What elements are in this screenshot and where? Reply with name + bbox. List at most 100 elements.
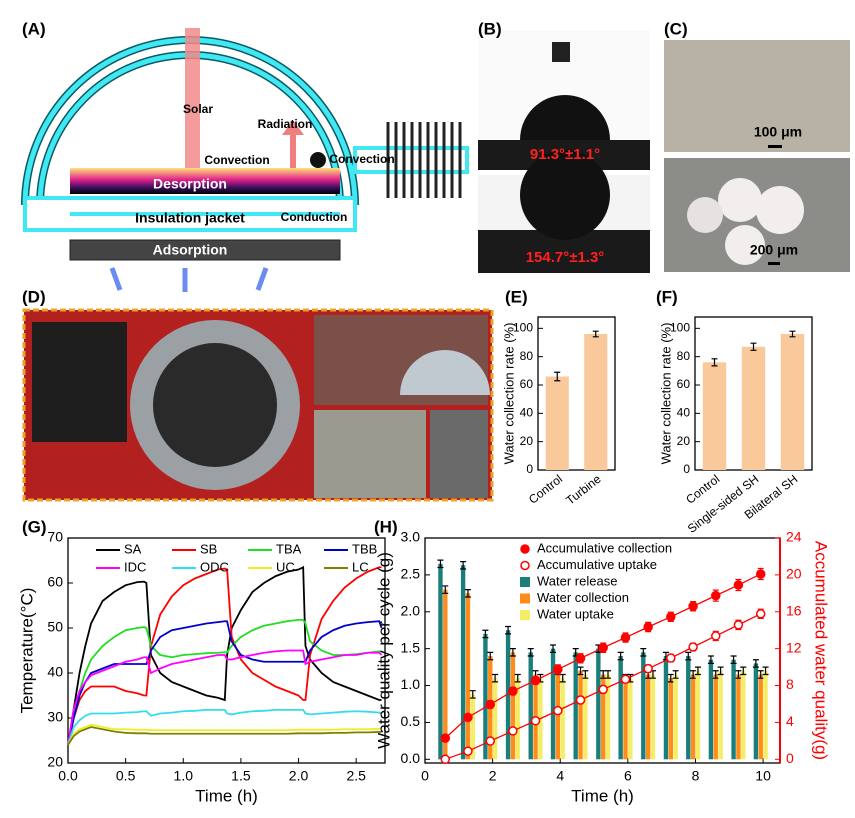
point: [643, 663, 653, 674]
point: [733, 580, 744, 590]
error-bar: [690, 670, 697, 679]
legend-label: Accumulative uptake: [537, 557, 657, 572]
y-tick-label: 40: [47, 664, 63, 680]
x-tick-label: 1.5: [231, 768, 251, 784]
legend-swatch: [520, 544, 530, 554]
bar: [686, 656, 691, 760]
bar: [596, 648, 601, 760]
legend-label: Water release: [537, 573, 617, 588]
panel-label: (E): [505, 287, 528, 306]
legend-label: LC: [352, 559, 369, 574]
error-bar: [605, 670, 612, 679]
error-bar: [482, 629, 489, 639]
bar: [713, 674, 718, 760]
plot-frame: [537, 316, 616, 471]
point: [485, 736, 496, 746]
error-bar: [730, 655, 737, 665]
legend-label: Water collection: [537, 590, 629, 605]
series-line: [67, 723, 382, 746]
y-tick-label: 3.0: [401, 529, 421, 545]
y-tick-label: 20: [520, 434, 534, 448]
contact-angle: 91.3°±1.1°: [530, 146, 600, 163]
y-tick-label: 80: [677, 349, 691, 363]
error-bar: [509, 648, 516, 657]
legend-label: TBA: [276, 541, 302, 556]
point: [440, 754, 451, 765]
panel-label: (G): [22, 517, 47, 536]
bar: [736, 674, 741, 760]
y-tick-label: 1.5: [401, 639, 421, 655]
bar: [641, 652, 646, 760]
point: [688, 601, 698, 611]
error-bar: [469, 690, 476, 699]
legend-swatch: [520, 610, 530, 620]
plot-frame: [67, 537, 386, 764]
y-tick-label: 0.0: [401, 750, 421, 766]
y-tick-label: 20: [47, 754, 63, 770]
point: [485, 699, 496, 710]
error-bar: [592, 330, 599, 338]
series-line: [67, 709, 382, 746]
error-bar: [757, 670, 764, 679]
bar: [505, 630, 511, 760]
bar: [460, 565, 466, 760]
series-line: [67, 620, 383, 746]
y-tick-label: 40: [677, 406, 691, 420]
diagram-label: Adsorption: [153, 242, 228, 258]
photo-d: [22, 308, 494, 502]
photos-b: 91.3°±1.1° 154.7°±1.3°: [478, 30, 650, 273]
diagram-label: Convection: [204, 153, 269, 167]
point: [711, 631, 721, 641]
bar: [645, 674, 651, 760]
error-bar: [735, 670, 742, 679]
point: [620, 674, 631, 685]
point: [530, 675, 541, 686]
point: [553, 705, 563, 716]
point: [733, 620, 744, 630]
error-bar: [685, 651, 692, 661]
bar: [690, 674, 696, 760]
error-bar: [460, 561, 467, 570]
panel-label: (B): [478, 19, 502, 38]
x-tick-label: 1.0: [174, 768, 194, 784]
point: [666, 653, 676, 663]
error-bar: [711, 358, 718, 367]
error-bar: [437, 559, 444, 569]
series-line: [67, 566, 382, 746]
error-bar: [707, 655, 714, 665]
point: [666, 612, 676, 622]
bar: [695, 670, 701, 760]
error-bar: [505, 625, 512, 635]
bar: [673, 674, 678, 760]
point: [643, 622, 653, 632]
legend-label: TBB: [352, 541, 377, 556]
legend-swatch: [520, 577, 530, 587]
bar: [618, 656, 623, 760]
y-tick-label: 60: [47, 574, 63, 590]
bar: [550, 648, 556, 760]
panel-label: (C): [664, 19, 688, 38]
panel-label: (H): [374, 517, 398, 536]
point: [620, 632, 631, 643]
bar: [650, 674, 656, 760]
photos-c: 100 μm 200 μm: [664, 40, 850, 272]
error-bar: [750, 342, 757, 351]
point: [463, 712, 473, 723]
y2-tick-label: 24: [786, 529, 802, 545]
error-bar: [514, 673, 521, 683]
bar: [583, 674, 588, 760]
diagram-label: Convection: [329, 152, 394, 166]
x-tick-label: 10: [755, 768, 771, 784]
panel-label: (F): [656, 287, 678, 306]
error-bar: [640, 648, 647, 657]
error-bar: [442, 585, 449, 594]
y-tick-label: 40: [520, 406, 534, 420]
error-bar: [789, 330, 796, 338]
diagram-label: Insulation jacket: [135, 210, 245, 226]
y-tick-label: 2.0: [401, 602, 421, 618]
series-line: [67, 726, 382, 746]
legend-label: ODC: [200, 559, 229, 574]
point: [688, 642, 698, 652]
point: [463, 746, 473, 756]
